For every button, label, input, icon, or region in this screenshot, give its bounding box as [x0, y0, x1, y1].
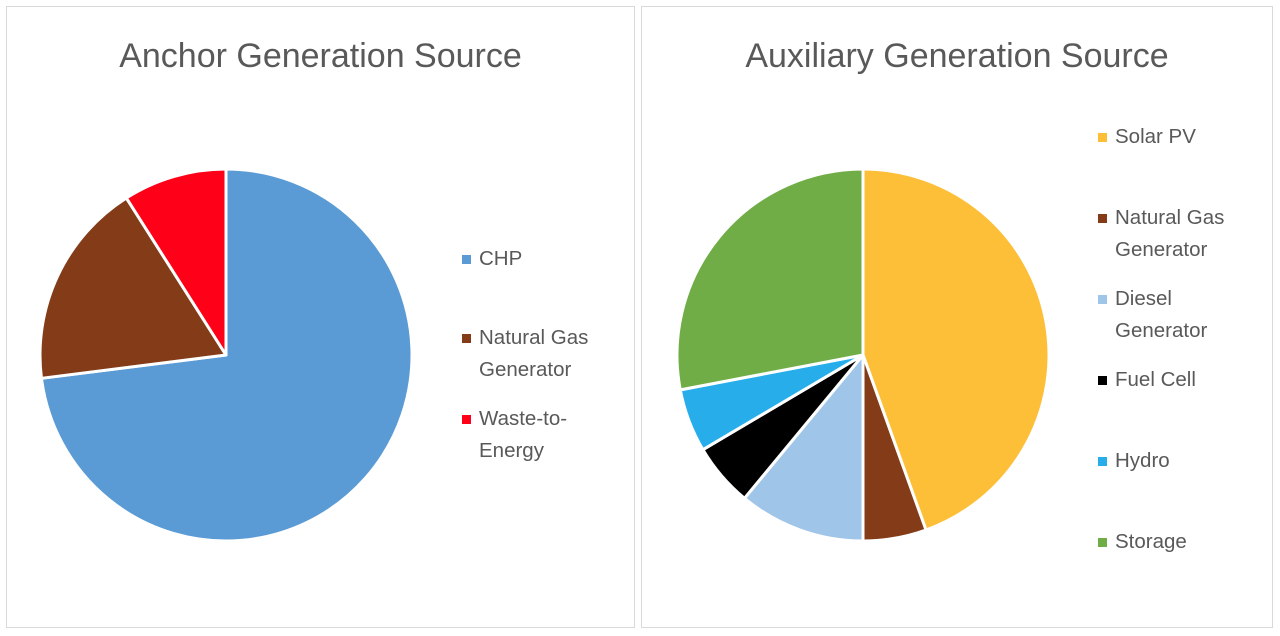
legend-item-chp: CHP [462, 243, 622, 275]
legend-label: Fuel Cell [1115, 368, 1196, 391]
legend-item-diesel-generator: Diesel Generator [1098, 283, 1238, 347]
legend-label: Waste-to-Energy [479, 407, 568, 462]
legend-item-hydro: Hydro [1098, 445, 1258, 477]
anchor-pie-chart [38, 167, 414, 543]
pie-slice-solar-pv [861, 167, 1051, 532]
pie-slice-diesel-generator [742, 353, 865, 543]
legend-label: Natural Gas Generator [479, 326, 589, 381]
anchor-chart-panel: Anchor Generation Source CHP Natural Gas… [6, 6, 635, 628]
legend-item-storage: Storage [1098, 526, 1258, 558]
legend-swatch [462, 255, 471, 264]
auxiliary-chart-panel: Auxiliary Generation Source Solar PV Nat… [641, 6, 1273, 628]
pie-slice-natural-gas-generator [38, 196, 228, 380]
legend-swatch [462, 334, 471, 343]
legend-swatch [1098, 295, 1107, 304]
legend-item-fuel-cell: Fuel Cell [1098, 364, 1258, 396]
legend-item-solar-pv: Solar PV [1098, 121, 1258, 153]
auxiliary-pie-chart [675, 167, 1051, 543]
legend-label: Diesel Generator [1115, 287, 1208, 342]
legend-swatch [462, 415, 471, 424]
pie-slice-storage [675, 167, 865, 392]
legend-item-natural-gas-generator: Natural Gas Generator [1098, 202, 1258, 266]
legend-label: Storage [1115, 530, 1187, 553]
legend-item-natural-gas-generator: Natural Gas Generator [462, 322, 622, 386]
legend-swatch [1098, 214, 1107, 223]
chart-title: Anchor Generation Source [119, 37, 522, 75]
legend-item-waste-to-energy: Waste-to-Energy [462, 403, 587, 467]
legend-label: CHP [479, 247, 523, 270]
chart-title: Auxiliary Generation Source [745, 37, 1169, 75]
legend-swatch [1098, 133, 1107, 142]
legend-label: Solar PV [1115, 125, 1196, 148]
legend-label: Natural Gas Generator [1115, 206, 1225, 261]
legend-swatch [1098, 538, 1107, 547]
legend-swatch [1098, 376, 1107, 385]
legend-swatch [1098, 457, 1107, 466]
pie-slice-waste-to-energy [124, 167, 228, 357]
legend-label: Hydro [1115, 449, 1170, 472]
